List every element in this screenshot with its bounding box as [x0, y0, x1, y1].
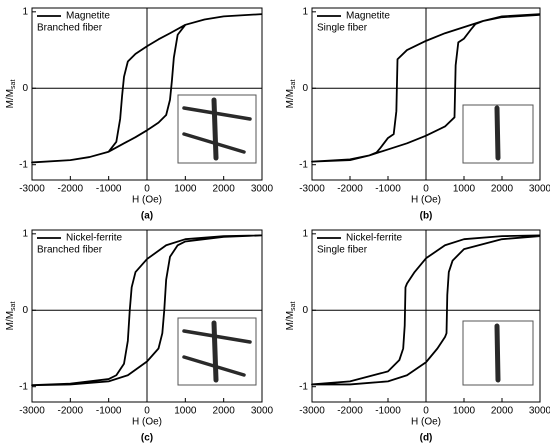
x-axis-label: H (Oe) — [132, 195, 162, 206]
y-tick-label: -1 — [19, 159, 28, 170]
x-tick-label: -1000 — [96, 184, 122, 195]
annotation: Single fiber — [317, 23, 368, 34]
x-tick-label: 3000 — [251, 184, 274, 195]
y-axis-label: M/Msat — [5, 302, 17, 331]
y-tick-label: 1 — [22, 228, 28, 239]
panel: -3000 -2000 -1000 0 1000 2000 3000 -1 0 1 H (Oe) M/… — [5, 228, 274, 443]
y-tick-label: -1 — [299, 381, 308, 392]
y-axis-label: M/Msat — [285, 302, 297, 331]
x-tick-label: 3000 — [529, 406, 550, 417]
y-axis-label-sub: sat — [290, 302, 297, 311]
x-tick-label: -1000 — [375, 406, 401, 417]
hysteresis-loop — [31, 13, 263, 164]
y-axis-label-sub: sat — [290, 80, 297, 89]
x-tick-label: -2000 — [337, 184, 363, 195]
y-tick-label: 0 — [22, 83, 28, 94]
x-tick-label: -3000 — [19, 406, 45, 417]
y-tick-label: 0 — [22, 305, 28, 316]
legend-label: Nickel-ferrite — [346, 233, 403, 244]
panel: -3000 -2000 -1000 0 1000 2000 3000 -1 0 1 H (Oe) M/… — [285, 6, 550, 221]
caption: (b) — [420, 211, 433, 222]
y-tick-label: 1 — [302, 228, 308, 239]
y-axis-label-main: M/M — [285, 311, 296, 330]
y-axis-label-main: M/M — [285, 89, 296, 108]
annotation: Branched fiber — [37, 245, 103, 256]
y-axis-label-main: M/M — [5, 311, 16, 330]
y-tick-label: 0 — [302, 305, 308, 316]
x-tick-label: -3000 — [299, 184, 325, 195]
x-tick-label: 2000 — [491, 406, 514, 417]
x-tick-label: 0 — [423, 184, 429, 195]
x-tick-label: 2000 — [213, 184, 236, 195]
panel: -3000 -2000 -1000 0 1000 2000 3000 -1 0 1 H (Oe) M/… — [285, 228, 550, 443]
x-tick-label: 2000 — [491, 184, 514, 195]
y-tick-label: 0 — [302, 83, 308, 94]
panel: -3000 -2000 -1000 0 1000 2000 3000 -1 0 1 H (Oe) M/… — [5, 6, 274, 221]
x-tick-label: 3000 — [529, 184, 550, 195]
y-axis-label-sub: sat — [10, 80, 17, 89]
legend-label: Nickel-ferrite — [66, 233, 123, 244]
x-tick-label: -2000 — [58, 406, 84, 417]
inset-d — [462, 320, 534, 386]
y-axis-label: M/Msat — [285, 80, 297, 109]
legend-label: Magnetite — [346, 11, 390, 22]
annotation: Single fiber — [317, 245, 368, 256]
hysteresis-loop — [31, 234, 263, 387]
x-tick-label: 3000 — [251, 406, 274, 417]
x-tick-label: 1000 — [453, 184, 476, 195]
x-tick-label: -2000 — [58, 184, 84, 195]
x-tick-label: 1000 — [453, 406, 476, 417]
caption: (a) — [141, 211, 153, 222]
annotation: Branched fiber — [37, 23, 103, 34]
x-tick-label: -3000 — [299, 406, 325, 417]
y-tick-label: 1 — [22, 6, 28, 17]
y-axis-label-main: M/M — [5, 89, 16, 108]
y-axis-label-sub: sat — [10, 302, 17, 311]
x-tick-label: 0 — [423, 406, 429, 417]
y-tick-label: 1 — [302, 6, 308, 17]
x-axis-label: H (Oe) — [411, 195, 441, 206]
x-tick-label: 2000 — [213, 406, 236, 417]
x-tick-label: 1000 — [174, 406, 197, 417]
y-tick-label: -1 — [299, 159, 308, 170]
caption: (c) — [141, 433, 153, 444]
x-tick-label: 0 — [144, 184, 150, 195]
x-tick-label: 0 — [144, 406, 150, 417]
legend-label: Magnetite — [66, 11, 110, 22]
x-tick-label: -1000 — [96, 406, 122, 417]
inset-c — [177, 317, 257, 386]
hysteresis-loop — [311, 234, 541, 386]
inset-b — [462, 104, 534, 164]
y-tick-label: -1 — [19, 381, 28, 392]
inset-a — [177, 94, 257, 164]
x-axis-label: H (Oe) — [411, 417, 441, 428]
x-tick-label: -3000 — [19, 184, 45, 195]
x-tick-label: 1000 — [174, 184, 197, 195]
y-axis-label: M/Msat — [5, 80, 17, 109]
x-tick-label: -1000 — [375, 184, 401, 195]
x-tick-label: -2000 — [337, 406, 363, 417]
hysteresis-loop — [311, 13, 541, 163]
x-axis-label: H (Oe) — [132, 417, 162, 428]
caption: (d) — [420, 433, 433, 444]
